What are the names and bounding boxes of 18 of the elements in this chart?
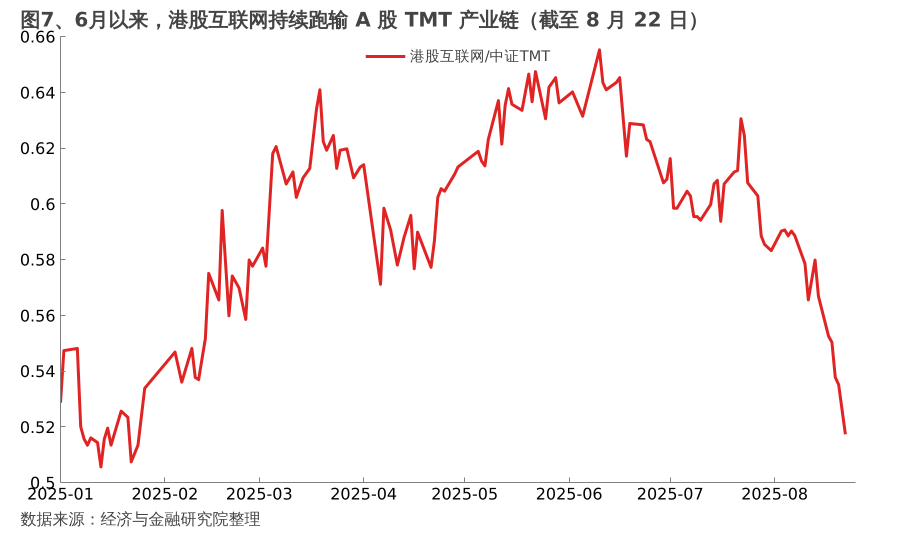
y-tick-label: 0.58 [20, 250, 56, 270]
legend-label: 港股互联网/中证TMT [410, 46, 550, 66]
x-tick-label: 2025-07 [636, 484, 704, 504]
x-tick-label: 2025-02 [132, 484, 198, 504]
x-tick-label: 2025-06 [536, 484, 603, 504]
chart-title: 图7、6月以来，港股互联网持续跑输 A 股 TMT 产业链（截至 8 月 22 日） [20, 8, 708, 32]
line-series [60, 48, 847, 468]
y-tick-label: 0.6 [30, 194, 56, 214]
y-tick-label: 0.52 [20, 418, 56, 437]
x-tick-label: 2025-05 [431, 484, 498, 504]
x-tick-label: 2025-03 [226, 484, 293, 504]
x-tick-label: 2025-08 [741, 484, 808, 504]
y-tick-label: 0.62 [20, 139, 56, 158]
y-tick-label: 0.64 [20, 83, 56, 102]
source-note: 数据来源：经济与金融研究院整理 [20, 510, 260, 528]
x-tick-label: 2025-04 [330, 484, 398, 504]
y-tick-label: 0.54 [20, 362, 56, 381]
y-tick-label: 0.56 [20, 306, 56, 326]
